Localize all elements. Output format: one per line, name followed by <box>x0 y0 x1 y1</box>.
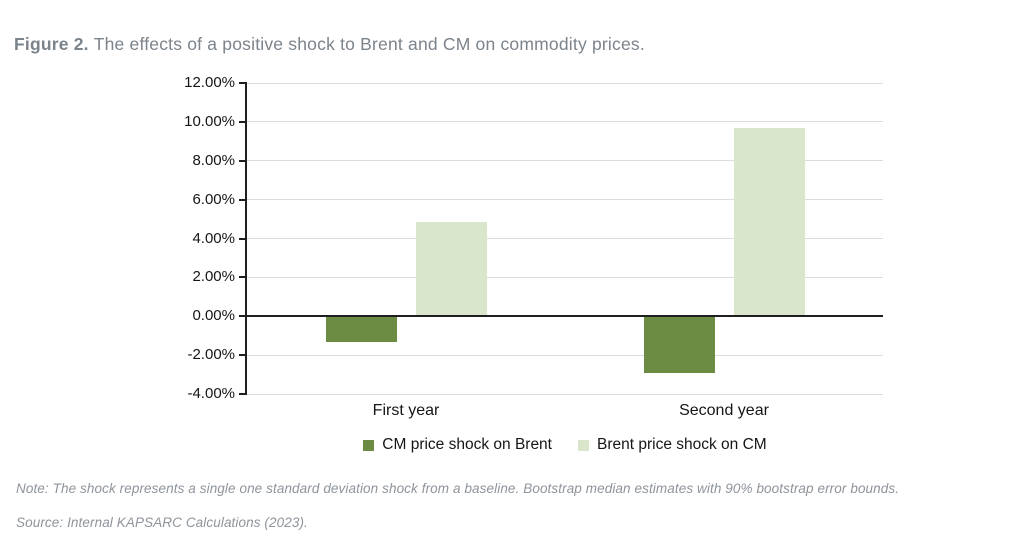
bar-first-year-s0 <box>325 316 397 342</box>
y-tick-mark <box>239 120 247 123</box>
bar-first-year-s1 <box>415 222 487 317</box>
y-tick-mark <box>239 159 247 162</box>
y-tick-label: 6.00% <box>192 190 235 208</box>
y-tick-label: -4.00% <box>187 385 235 402</box>
legend-label: CM price shock on Brent <box>382 436 552 453</box>
y-tick-label: 4.00% <box>192 229 235 247</box>
figure-note: Note: The shock represents a single one … <box>16 481 900 496</box>
figure-title: Figure 2. The effects of a positive shock… <box>14 34 645 55</box>
legend-item: CM price shock on Brent <box>363 436 552 454</box>
y-tick-label: -2.00% <box>187 346 235 364</box>
y-axis-line <box>245 83 247 394</box>
y-gridline <box>247 276 883 278</box>
y-tick-mark <box>239 393 247 395</box>
y-tick-mark <box>239 315 247 318</box>
y-tick-mark <box>239 354 247 357</box>
figure-source: Source: Internal KAPSARC Calculations (2… <box>16 515 308 530</box>
zero-axis-line <box>245 315 883 318</box>
legend-swatch-icon <box>363 439 375 451</box>
figure-caption: The effects of a positive shock to Brent… <box>93 34 645 54</box>
y-gridline <box>247 160 883 162</box>
y-tick-mark <box>239 198 247 201</box>
x-tick-label: Second year <box>679 402 769 419</box>
bar-second-year-s1 <box>733 127 805 317</box>
y-tick-mark <box>239 82 247 84</box>
y-gridline <box>247 393 883 395</box>
legend-swatch-icon <box>578 439 589 451</box>
y-tick-mark <box>239 237 247 240</box>
y-tick-label: 2.00% <box>192 268 235 286</box>
y-gridline <box>247 82 883 84</box>
y-gridline <box>247 121 883 123</box>
y-tick-label: 10.00% <box>184 112 235 130</box>
legend-item: Brent price shock on CM <box>578 436 767 454</box>
figure-label: Figure 2. <box>14 34 89 54</box>
chart-legend: CM price shock on Brent Brent price shock… <box>247 436 883 454</box>
y-gridline <box>247 238 883 239</box>
x-tick-label: First year <box>372 402 440 419</box>
legend-label: Brent price shock on CM <box>597 436 767 453</box>
y-tick-label: 8.00% <box>192 151 235 169</box>
y-gridline <box>247 354 883 356</box>
bar-second-year-s0 <box>643 316 715 373</box>
y-tick-mark <box>239 276 247 279</box>
y-tick-label: 12.00% <box>184 74 235 91</box>
y-tick-label: 0.00% <box>192 307 235 325</box>
y-gridline <box>247 199 883 201</box>
bar-chart: 12.00% 10.00% 8.00% 6.00% 4.00% 2.00% 0.00% -2.… <box>184 74 883 454</box>
